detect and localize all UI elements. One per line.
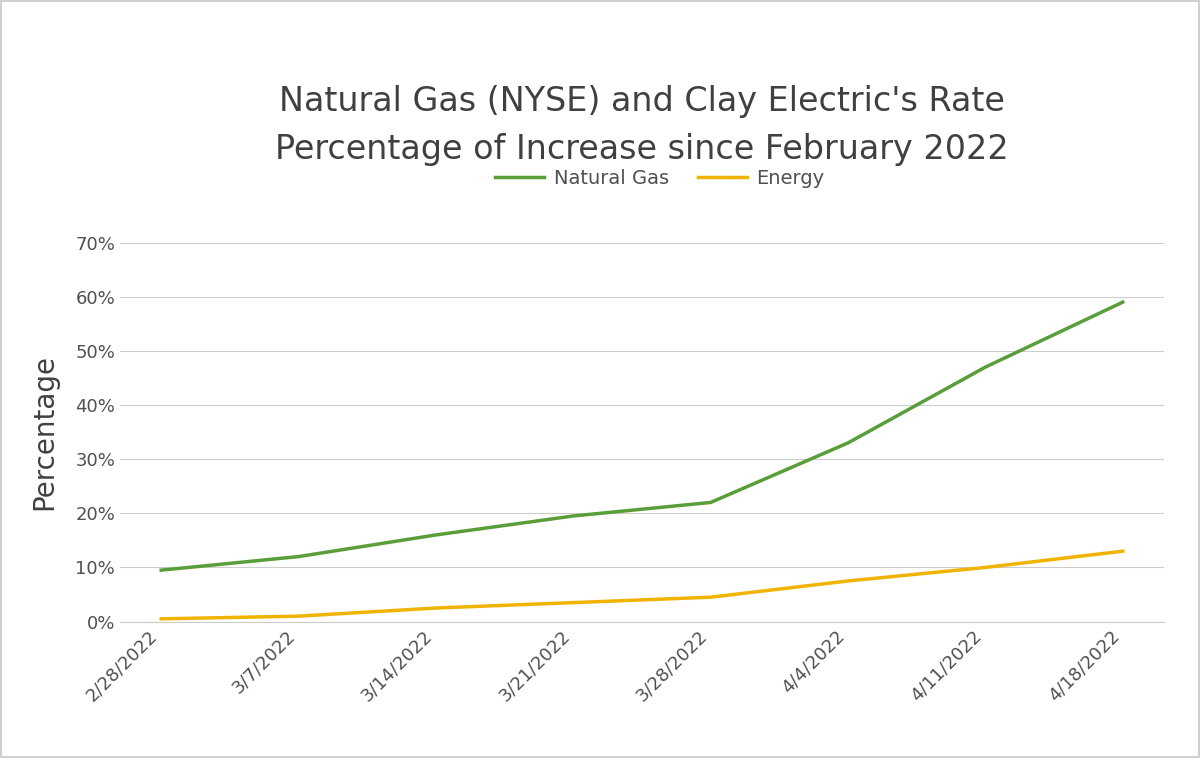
Energy [566, 598, 581, 607]
Energy [841, 576, 856, 585]
Natural Gas [978, 362, 992, 371]
Line: Energy: Energy [161, 551, 1123, 619]
Legend: Natural Gas, Energy: Natural Gas, Energy [487, 161, 833, 196]
Energy [978, 563, 992, 572]
Natural Gas [841, 438, 856, 447]
Energy [292, 612, 306, 621]
Energy [1116, 547, 1130, 556]
Natural Gas [428, 531, 443, 540]
Natural Gas [703, 498, 718, 507]
Title: Natural Gas (NYSE) and Clay Electric's Rate
Percentage of Increase since Februar: Natural Gas (NYSE) and Clay Electric's R… [275, 85, 1009, 166]
Natural Gas [566, 512, 581, 521]
Natural Gas [292, 552, 306, 561]
Natural Gas [154, 565, 168, 575]
Energy [154, 614, 168, 623]
Energy [428, 603, 443, 612]
Line: Natural Gas: Natural Gas [161, 302, 1123, 570]
Y-axis label: Percentage: Percentage [30, 354, 59, 510]
Energy [703, 593, 718, 602]
Natural Gas [1116, 298, 1130, 307]
